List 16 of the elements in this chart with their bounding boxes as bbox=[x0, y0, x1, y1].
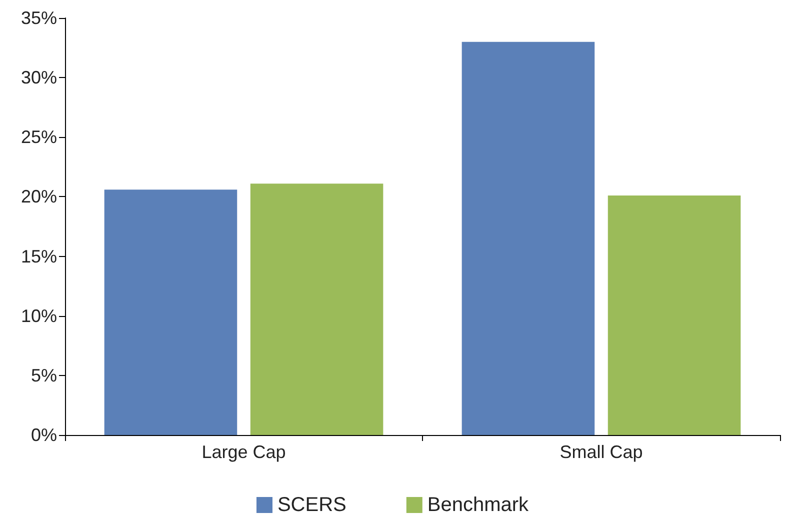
bar bbox=[250, 184, 384, 435]
y-tick-label: 10% bbox=[20, 306, 57, 326]
bar bbox=[462, 42, 595, 435]
legend-label: SCERS bbox=[277, 494, 346, 516]
y-tick-label: 25% bbox=[20, 127, 57, 148]
x-tick-label: Large Cap bbox=[202, 442, 286, 462]
y-tick-label: 5% bbox=[30, 365, 57, 386]
y-tick-label: 30% bbox=[20, 68, 57, 88]
x-tick-label: Small Cap bbox=[560, 442, 643, 462]
y-tick-label: 15% bbox=[20, 246, 57, 266]
bar bbox=[608, 196, 741, 435]
y-tick-label: 20% bbox=[20, 186, 57, 207]
y-tick-label: 35% bbox=[20, 8, 57, 28]
y-tick-label: 0% bbox=[30, 425, 57, 445]
legend-label: Benchmark bbox=[427, 494, 530, 516]
bar bbox=[104, 190, 238, 435]
